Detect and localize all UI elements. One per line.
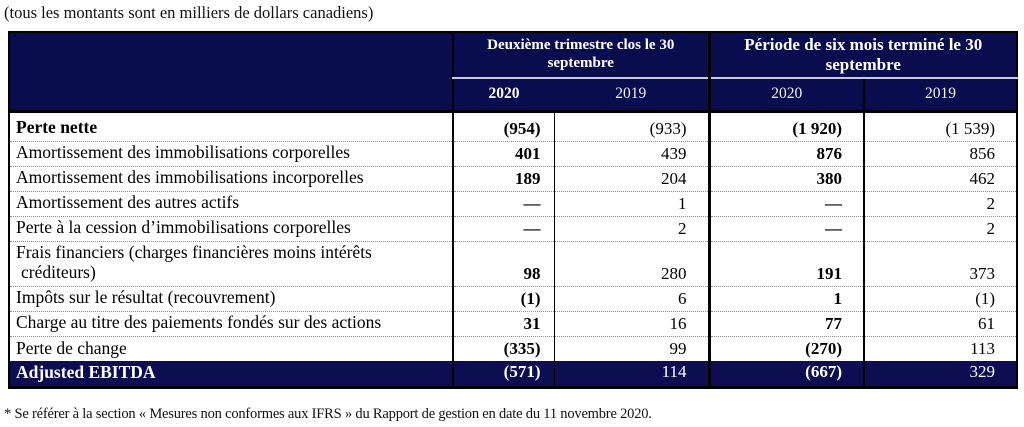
value-cell: 2 — [553, 215, 709, 242]
table-row: Frais financiers (charges financières mo… — [9, 240, 1018, 287]
table-row: Amortissement des immobilisations corpor… — [9, 140, 1018, 167]
value-cell: 439 — [553, 140, 709, 167]
value-cell: 2 — [862, 190, 1018, 217]
table-row: Amortissement des autres actifs —1—2 — [9, 190, 1018, 217]
row-label: Impôts sur le résultat (recouvrement) — [9, 285, 453, 312]
value-cell: 98 — [452, 240, 554, 287]
row-label: Frais financiers (charges financières mo… — [9, 240, 453, 287]
ifrs-footnote: * Se référer à la section « Mesures non … — [4, 406, 652, 422]
row-label: Amortissement des autres actifs — [9, 190, 453, 217]
value-cell: 61 — [862, 310, 1018, 337]
value-cell: 373 — [862, 240, 1018, 287]
table-row: Amortissement des immobilisations incorp… — [9, 165, 1018, 192]
value-cell: 189 — [452, 165, 554, 192]
value-cell: (1 539) — [862, 111, 1018, 142]
value-cell: (933) — [553, 111, 709, 142]
value-cell: (335) — [452, 335, 554, 362]
units-note: (tous les montants sont en milliers de d… — [4, 3, 374, 22]
value-cell: 191 — [707, 240, 864, 287]
year-header-6m-2019: 2019 — [862, 78, 1018, 113]
year-header-q2-2020: 2020 — [452, 78, 554, 113]
value-cell: — — [452, 215, 554, 242]
row-label: Perte de change — [9, 335, 453, 362]
table-body: Perte nette (954) (933) (1 920) (1 539) Amort… — [9, 111, 1018, 362]
value-cell: — — [707, 190, 864, 217]
row-label: Charge au titre des paiements fondés sur… — [9, 310, 453, 337]
value-cell: 77 — [707, 310, 864, 337]
header-empty-label-cell — [9, 32, 453, 113]
header-group-six-months: Période de six mois terminé le 30 septem… — [707, 32, 1018, 80]
value-cell: 99 — [553, 335, 709, 362]
footer-row-adjusted-ebitda: Adjusted EBITDA (571) 114 (667) 329 — [9, 361, 1018, 388]
row-label: Perte à la cession d’immobilisations cor… — [9, 215, 453, 242]
table-footer: Adjusted EBITDA (571) 114 (667) 329 — [9, 361, 1018, 388]
row-label-line1: Frais financiers (charges financières mo… — [16, 242, 372, 263]
value-cell: 31 — [452, 310, 554, 337]
footer-value-cell: (571) — [452, 361, 554, 388]
value-cell: 462 — [862, 165, 1018, 192]
row-label-line2: créditeurs) — [21, 262, 96, 282]
value-cell: 856 — [862, 140, 1018, 167]
footer-value-cell: 329 — [862, 361, 1018, 388]
value-cell: — — [452, 190, 554, 217]
value-cell: 1 — [553, 190, 709, 217]
footer-value-cell: 114 — [553, 361, 709, 388]
table-row: Impôts sur le résultat (recouvrement) (1)… — [9, 285, 1018, 312]
value-cell: 1 — [707, 285, 864, 312]
value-cell: 6 — [553, 285, 709, 312]
value-cell: (1) — [862, 285, 1018, 312]
row-label: Perte nette — [9, 111, 453, 142]
table-row: Perte de change (335) 99 (270) 113 — [9, 335, 1018, 362]
header-group-q2: Deuxième trimestre clos le 30 septembre — [452, 32, 709, 80]
value-cell: 401 — [452, 140, 554, 167]
footer-label: Adjusted EBITDA — [9, 361, 453, 388]
row-label: Amortissement des immobilisations incorp… — [9, 165, 453, 192]
value-cell: — — [707, 215, 864, 242]
table-row: Charge au titre des paiements fondés sur… — [9, 310, 1018, 337]
value-cell: (1) — [452, 285, 554, 312]
value-cell: 876 — [707, 140, 864, 167]
table-row: Perte à la cession d’immobilisations cor… — [9, 215, 1018, 242]
table-header: Deuxième trimestre clos le 30 septembre … — [9, 32, 1018, 113]
footer-value-cell: (667) — [707, 361, 864, 388]
value-cell: 280 — [553, 240, 709, 287]
value-cell: (270) — [707, 335, 864, 362]
value-cell: 2 — [862, 215, 1018, 242]
row-label: Amortissement des immobilisations corpor… — [9, 140, 453, 167]
header-year-row: 2020 2019 2020 2019 — [9, 78, 1018, 113]
value-cell: 113 — [862, 335, 1018, 362]
value-cell: 16 — [553, 310, 709, 337]
year-header-q2-2019: 2019 — [554, 78, 709, 113]
header-group-row: Deuxième trimestre clos le 30 septembre … — [9, 32, 1018, 113]
year-header-6m-2020: 2020 — [707, 78, 864, 113]
value-cell: 204 — [553, 165, 709, 192]
value-cell: (1 920) — [707, 111, 864, 142]
table-row: Perte nette (954) (933) (1 920) (1 539) — [9, 111, 1018, 142]
ebitda-reconciliation-table: Deuxième trimestre clos le 30 septembre … — [8, 31, 1019, 389]
value-cell: (954) — [452, 111, 554, 142]
value-cell: 380 — [707, 165, 864, 192]
